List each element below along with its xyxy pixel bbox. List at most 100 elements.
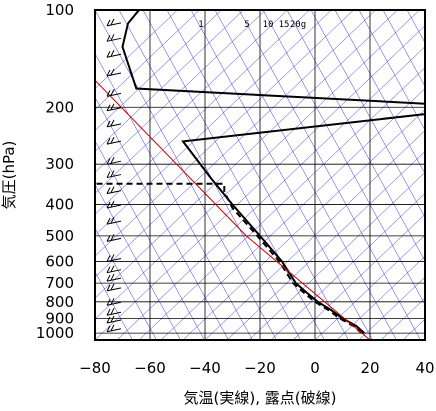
wind-barb — [106, 254, 122, 262]
wind-barb-flag — [106, 157, 111, 165]
moist-adiabat-line — [238, 10, 421, 340]
y-tick-label: 500 — [45, 227, 74, 245]
wind-barb-shaft — [106, 237, 122, 242]
wind-barb-flag — [110, 307, 115, 315]
wind-barb-flag — [106, 284, 111, 292]
wind-barb-flag — [106, 316, 111, 324]
wind-barb — [106, 216, 122, 225]
adiabat-line — [402, 318, 425, 340]
mixing-ratio-label: 5 — [244, 20, 249, 30]
adiabat-line — [95, 10, 200, 110]
wind-barb-shaft — [106, 257, 122, 262]
moist-adiabat-line — [95, 227, 157, 340]
adiabat-line — [270, 192, 425, 340]
adiabat-line — [116, 46, 425, 340]
wind-barb-shaft — [106, 319, 122, 324]
wind-barb-shaft — [106, 190, 122, 195]
moist-adiabat-line — [95, 140, 205, 340]
adiabat-line — [424, 339, 425, 340]
dewpoint-line — [95, 182, 363, 334]
adiabat-line — [95, 10, 310, 215]
wind-barb — [106, 34, 122, 42]
wind-barb-shaft — [106, 287, 122, 292]
wind-barb-flag — [106, 266, 111, 273]
wind-barb-flag — [110, 49, 115, 57]
wind-barb — [106, 283, 122, 292]
wind-barb — [106, 307, 122, 316]
moist-adiabat-line — [382, 10, 425, 87]
wind-barb-flag — [110, 34, 115, 41]
wind-barb-shaft — [106, 140, 122, 145]
adiabat-line — [336, 255, 425, 340]
wind-barb — [106, 89, 122, 97]
moist-adiabat-line — [166, 10, 349, 340]
wind-barb-flag — [106, 104, 111, 111]
wind-barb — [106, 119, 122, 128]
wind-barb — [106, 265, 122, 274]
adiabat-line — [292, 213, 425, 340]
wind-barb-shaft — [106, 72, 122, 77]
adiabat-line — [204, 130, 425, 340]
moist-adiabat-line — [310, 10, 425, 218]
adiabat-line — [95, 10, 222, 131]
x-tick-label: 20 — [360, 359, 379, 377]
moist-adiabat-line — [95, 271, 133, 340]
wind-barb — [106, 200, 122, 209]
wind-barb — [106, 324, 122, 333]
wind-barb — [106, 170, 122, 179]
y-tick-label: 900 — [45, 309, 74, 327]
mixing-ratio-label: 10 — [263, 20, 274, 30]
wind-barb-flag — [106, 69, 111, 77]
wind-barb — [106, 234, 122, 242]
moist-adiabat-line — [95, 53, 253, 340]
y-tick-label: 800 — [45, 293, 74, 311]
x-tick-label: −20 — [244, 359, 276, 377]
x-tick-label: −80 — [79, 359, 111, 377]
moist-adiabat-line — [358, 10, 425, 131]
wind-barb-flag — [106, 19, 111, 27]
y-tick-label: 200 — [45, 98, 74, 116]
wind-barb-shaft — [106, 160, 122, 165]
y-axis-label: 気圧(hPa) — [0, 141, 18, 210]
wind-barb-flag — [110, 216, 115, 224]
adiabat-line — [95, 10, 420, 320]
adiabat-line — [95, 10, 398, 299]
adiabat-line — [248, 172, 425, 340]
adiabat-line — [358, 276, 425, 340]
wind-barb-shaft — [106, 328, 122, 333]
wind-barb-flag — [106, 137, 111, 145]
wind-barb-flag — [110, 119, 115, 127]
wind-barb-shaft — [106, 92, 122, 97]
wind-barb-shaft — [106, 301, 122, 306]
wind-barb-flag — [106, 255, 111, 262]
wind-barb-flag — [110, 298, 115, 305]
y-tick-label: 1000 — [36, 324, 74, 342]
mixing-ratio-labels: 1 5 10 15 20g — [198, 20, 306, 30]
wind-barb-flag — [106, 35, 111, 42]
moist-adiabat-line — [334, 10, 425, 175]
wind-barb — [106, 156, 122, 165]
wind-barb-flag — [110, 254, 115, 261]
wind-barb-flag — [106, 50, 111, 58]
wind-barb-shaft — [106, 269, 122, 274]
adiabat-line — [95, 10, 332, 236]
adiabat-line — [314, 234, 425, 340]
wind-barb-flag — [110, 283, 115, 291]
x-tick-label: 0 — [310, 359, 320, 377]
plot-frame — [94, 9, 426, 341]
y-tick-label: 700 — [45, 274, 74, 292]
adiabat-line — [95, 10, 244, 152]
wind-barb-shaft — [106, 22, 122, 27]
wind-barb-flag — [110, 103, 115, 110]
adiabat-line — [182, 109, 425, 340]
wind-barb-flag — [106, 325, 111, 332]
y-tick-label: 600 — [45, 252, 74, 270]
wind-barb-shaft — [106, 220, 122, 225]
x-tick-label: −40 — [189, 359, 221, 377]
adiabat-line — [95, 10, 354, 257]
wind-barb-flag — [106, 308, 111, 316]
mixing-ratio-label: 20g — [290, 20, 306, 30]
